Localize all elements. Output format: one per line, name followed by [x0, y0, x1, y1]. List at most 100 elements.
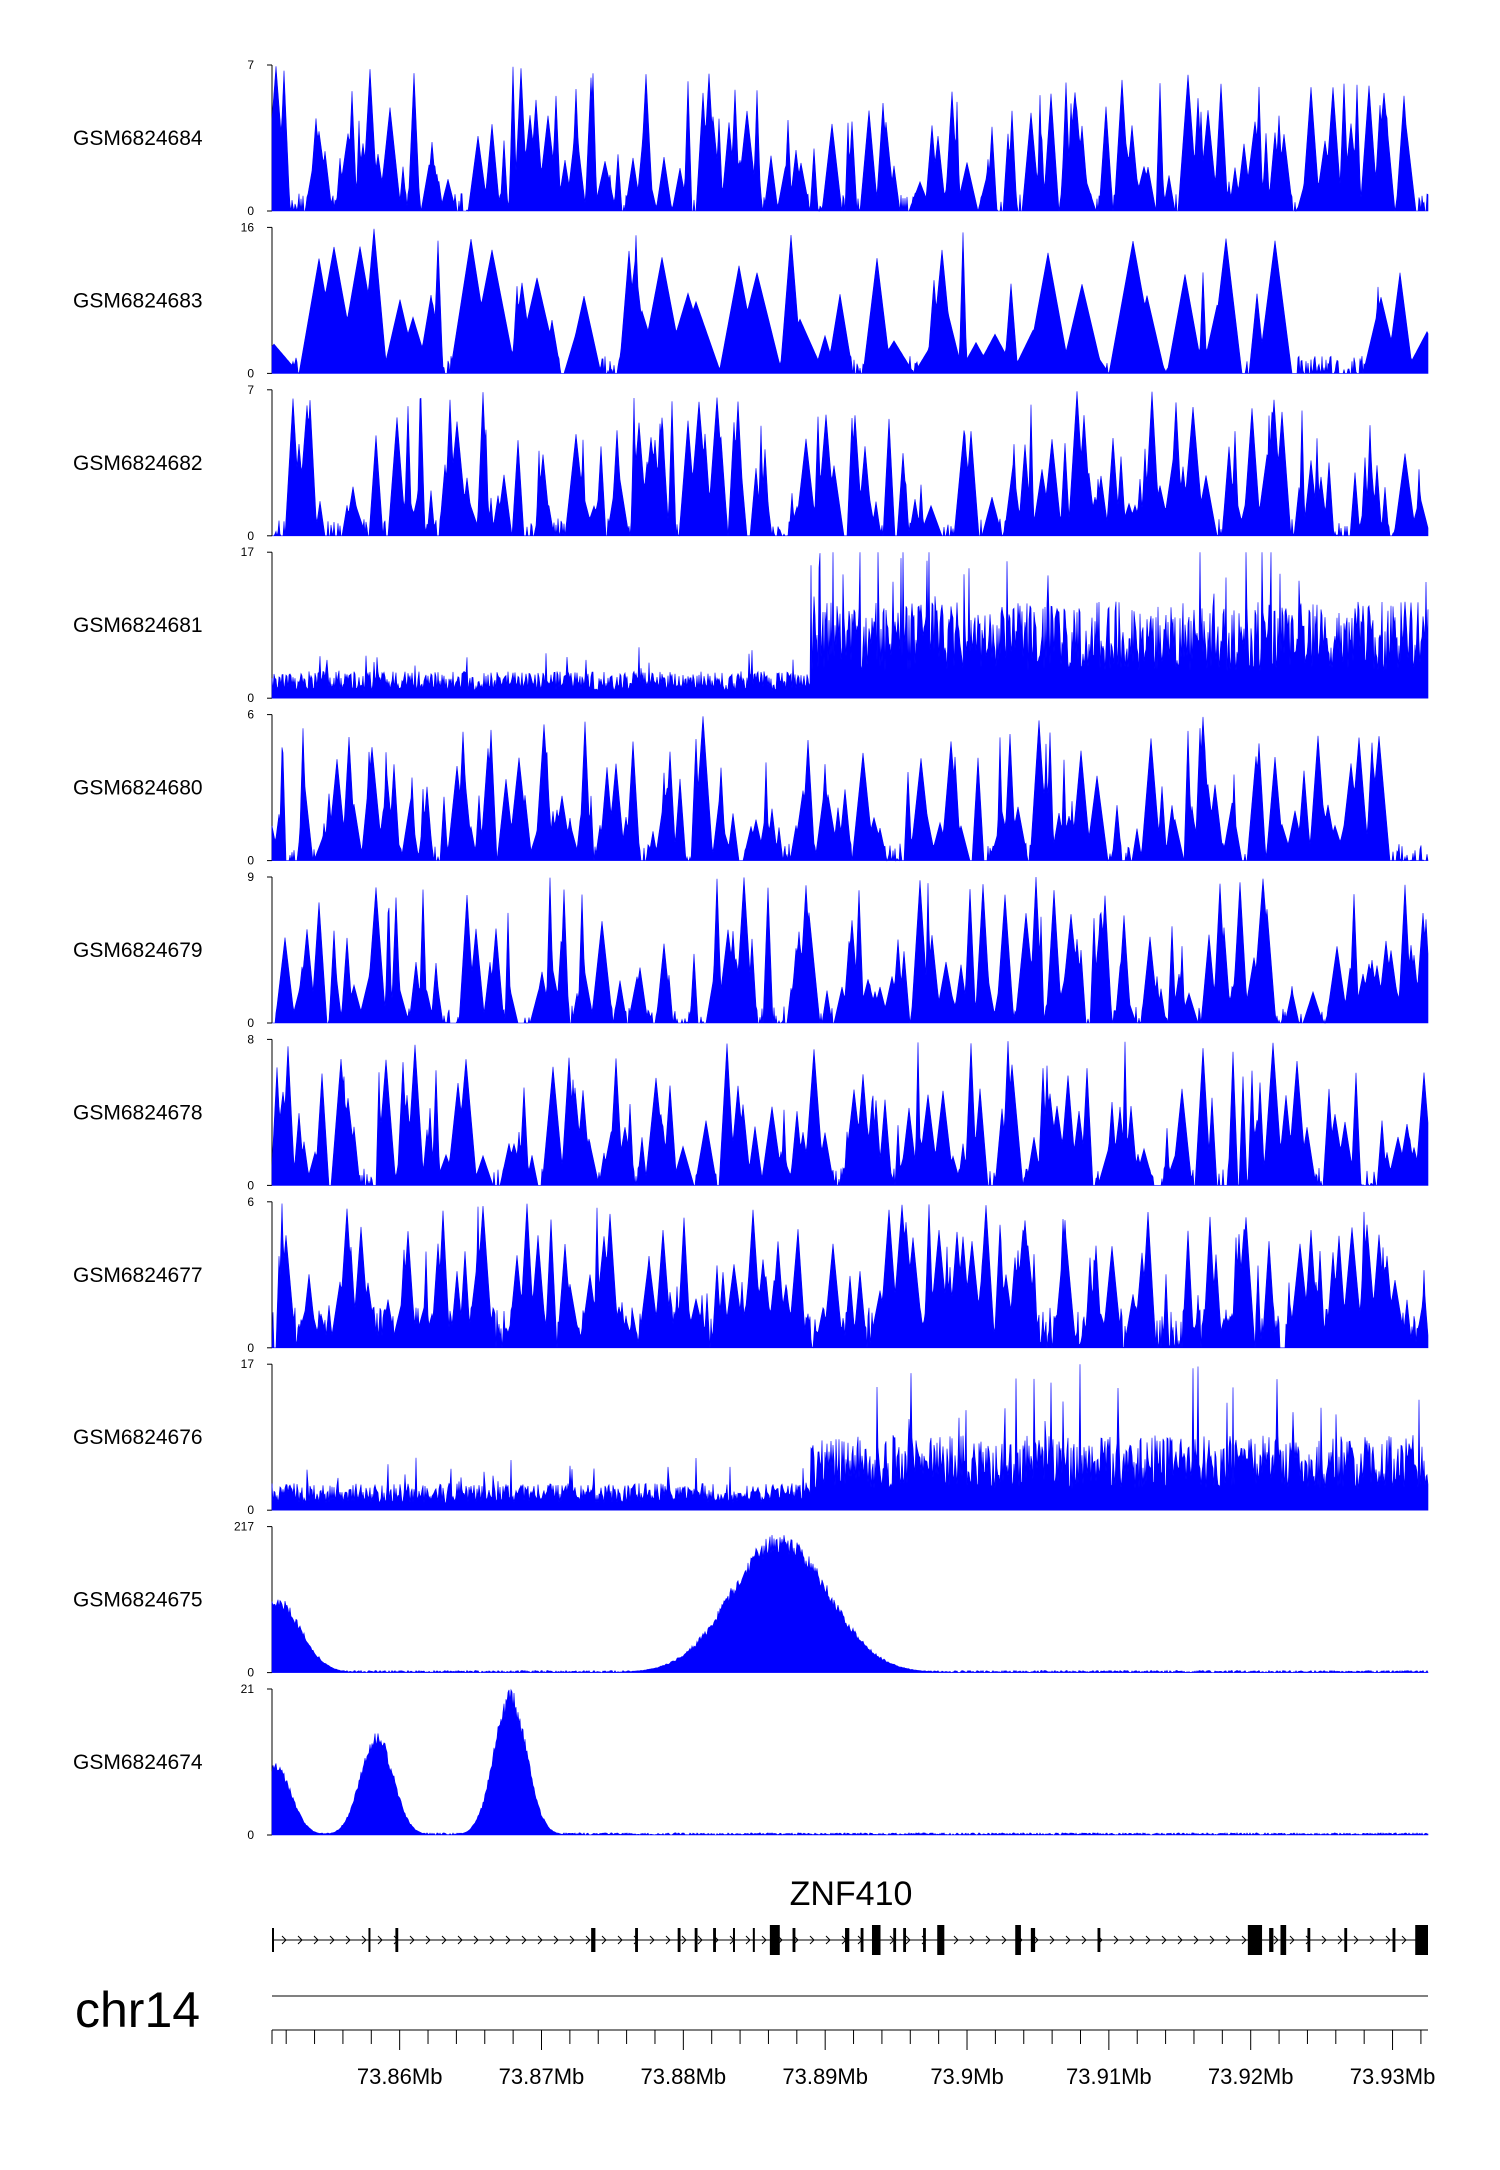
gene-strand-arrow [1129, 1935, 1135, 1945]
track-GSM6824682: GSM6824682 7 0 [73, 383, 1429, 543]
gene-exon [893, 1928, 897, 1952]
track-label: GSM6824682 [73, 452, 203, 475]
track-ymin-label: 0 [247, 691, 254, 705]
gene-exon [1392, 1928, 1396, 1952]
genome-tick-label: 73.87Mb [499, 2064, 585, 2089]
gene-strand-arrow [489, 1935, 495, 1945]
track-GSM6824678: GSM6824678 8 0 [73, 1032, 1429, 1192]
track-ymin-label: 0 [247, 1503, 254, 1517]
track-label: GSM6824683 [73, 289, 203, 312]
gene-strand-arrow [1225, 1935, 1231, 1945]
genome-tick-label: 73.89Mb [782, 2064, 868, 2089]
track-ymin-label: 0 [247, 366, 254, 380]
gene-exon [713, 1928, 716, 1952]
signal-tracks: GSM682468470GSM6824683160GSM682468270GSM… [73, 58, 1429, 1842]
track-signal-area [271, 66, 1429, 213]
gene-strand-arrow [1177, 1935, 1183, 1945]
gene-exon [1097, 1928, 1101, 1952]
gene-strand-arrow [985, 1935, 991, 1945]
gene-model [272, 1925, 1428, 1955]
gene-strand-arrow [1385, 1935, 1391, 1945]
track-ymax-label: 7 [247, 383, 254, 397]
genome-tick-label: 73.88Mb [641, 2064, 727, 2089]
track-signal-area [271, 1364, 1429, 1511]
gene-strand-arrow [1049, 1935, 1055, 1945]
gene-strand-arrow [361, 1935, 367, 1945]
track-label: GSM6824684 [73, 127, 203, 150]
gene-exon [769, 1925, 780, 1955]
track-ymax-label: 6 [247, 708, 254, 722]
gene-strand-arrow [1337, 1935, 1343, 1945]
track-label: GSM6824678 [73, 1101, 203, 1124]
gene-exon [1269, 1928, 1274, 1952]
track-ymin-label: 0 [247, 1828, 254, 1842]
track-label: GSM6824674 [73, 1751, 203, 1774]
track-GSM6824681: GSM6824681 17 0 [73, 545, 1429, 705]
track-ymax-label: 6 [247, 1195, 254, 1209]
track-ymin-label: 0 [247, 204, 254, 218]
gene-strand-arrow [521, 1935, 527, 1945]
gene-strand-arrow [1273, 1935, 1279, 1945]
gene-exon [871, 1925, 881, 1955]
track-signal-area [271, 1534, 1429, 1674]
gene-strand-arrow [345, 1935, 351, 1945]
gene-strand-arrow [1241, 1935, 1247, 1945]
gene-strand-arrow [761, 1935, 767, 1945]
gene-strand-arrow [409, 1935, 415, 1945]
genome-axis-ticks: 73.86Mb 73.87Mb 73.88Mb 73.89Mb 73.9Mb 73.91M… [271, 1995, 1436, 2089]
genome-axis-panel: chr14 73.86Mb 73.87Mb 73.88Mb 73.89Mb 73.9Mb… [75, 1982, 1435, 2089]
track-ymax-label: 7 [247, 58, 254, 72]
gene-strand-arrow [1353, 1935, 1359, 1945]
gene-strand-arrow [585, 1935, 591, 1945]
gene-strand-arrow [377, 1935, 383, 1945]
gene-strand-arrow [297, 1935, 303, 1945]
gene-strand-arrow [1145, 1935, 1151, 1945]
track-ymax-label: 17 [241, 545, 255, 559]
gene-strand-arrow [1193, 1935, 1199, 1945]
gene-exon [1344, 1928, 1348, 1952]
track-GSM6824680: GSM6824680 6 0 [73, 708, 1429, 868]
track-ymax-label: 21 [241, 1682, 255, 1696]
track-signal-area [271, 1203, 1429, 1349]
track-ymin-label: 0 [247, 854, 254, 868]
gene-exon [860, 1928, 864, 1952]
gene-annotation-panel: ZNF410 [272, 1875, 1428, 1955]
track-signal-area [272, 391, 1429, 537]
genome-tick-label: 73.93Mb [1350, 2064, 1436, 2089]
gene-strand-arrow [649, 1935, 655, 1945]
gene-strand-arrow [1065, 1935, 1071, 1945]
track-label: GSM6824681 [73, 614, 203, 637]
gene-name-label: ZNF410 [790, 1875, 913, 1913]
gene-exon [694, 1928, 698, 1952]
gene-exon [1280, 1925, 1287, 1955]
track-ymin-label: 0 [247, 1341, 254, 1355]
genome-tick-label: 73.86Mb [357, 2064, 443, 2089]
gene-strand-arrow [553, 1935, 559, 1945]
gene-strand-arrow [441, 1935, 447, 1945]
track-GSM6824677: GSM6824677 6 0 [73, 1195, 1429, 1355]
track-label: GSM6824679 [73, 939, 203, 962]
gene-strand-arrow [569, 1935, 575, 1945]
gene-exon [677, 1928, 681, 1952]
track-signal-area [271, 1041, 1429, 1187]
track-ymax-label: 8 [247, 1032, 254, 1046]
track-GSM6824676: GSM6824676 17 0 [73, 1357, 1429, 1517]
track-label: GSM6824675 [73, 1589, 203, 1612]
track-GSM6824683: GSM6824683 16 0 [73, 220, 1429, 380]
track-ymin-label: 0 [247, 1178, 254, 1192]
gene-strand-arrow [1289, 1935, 1295, 1945]
gene-strand-arrow [617, 1935, 623, 1945]
gene-strand-arrow [969, 1935, 975, 1945]
track-signal-area [272, 876, 1429, 1025]
track-signal-area [271, 552, 1429, 699]
gene-exon [1247, 1925, 1263, 1955]
gene-exon [591, 1928, 596, 1952]
gene-strand-arrow [681, 1935, 687, 1945]
chromosome-label: chr14 [75, 1982, 200, 2038]
gene-exon [752, 1928, 755, 1952]
gene-strand-arrow [1369, 1935, 1375, 1945]
gene-exon [1030, 1928, 1036, 1952]
gene-strand-arrow [1113, 1935, 1119, 1945]
track-label: GSM6824676 [73, 1426, 203, 1449]
gene-exon [1015, 1925, 1021, 1955]
